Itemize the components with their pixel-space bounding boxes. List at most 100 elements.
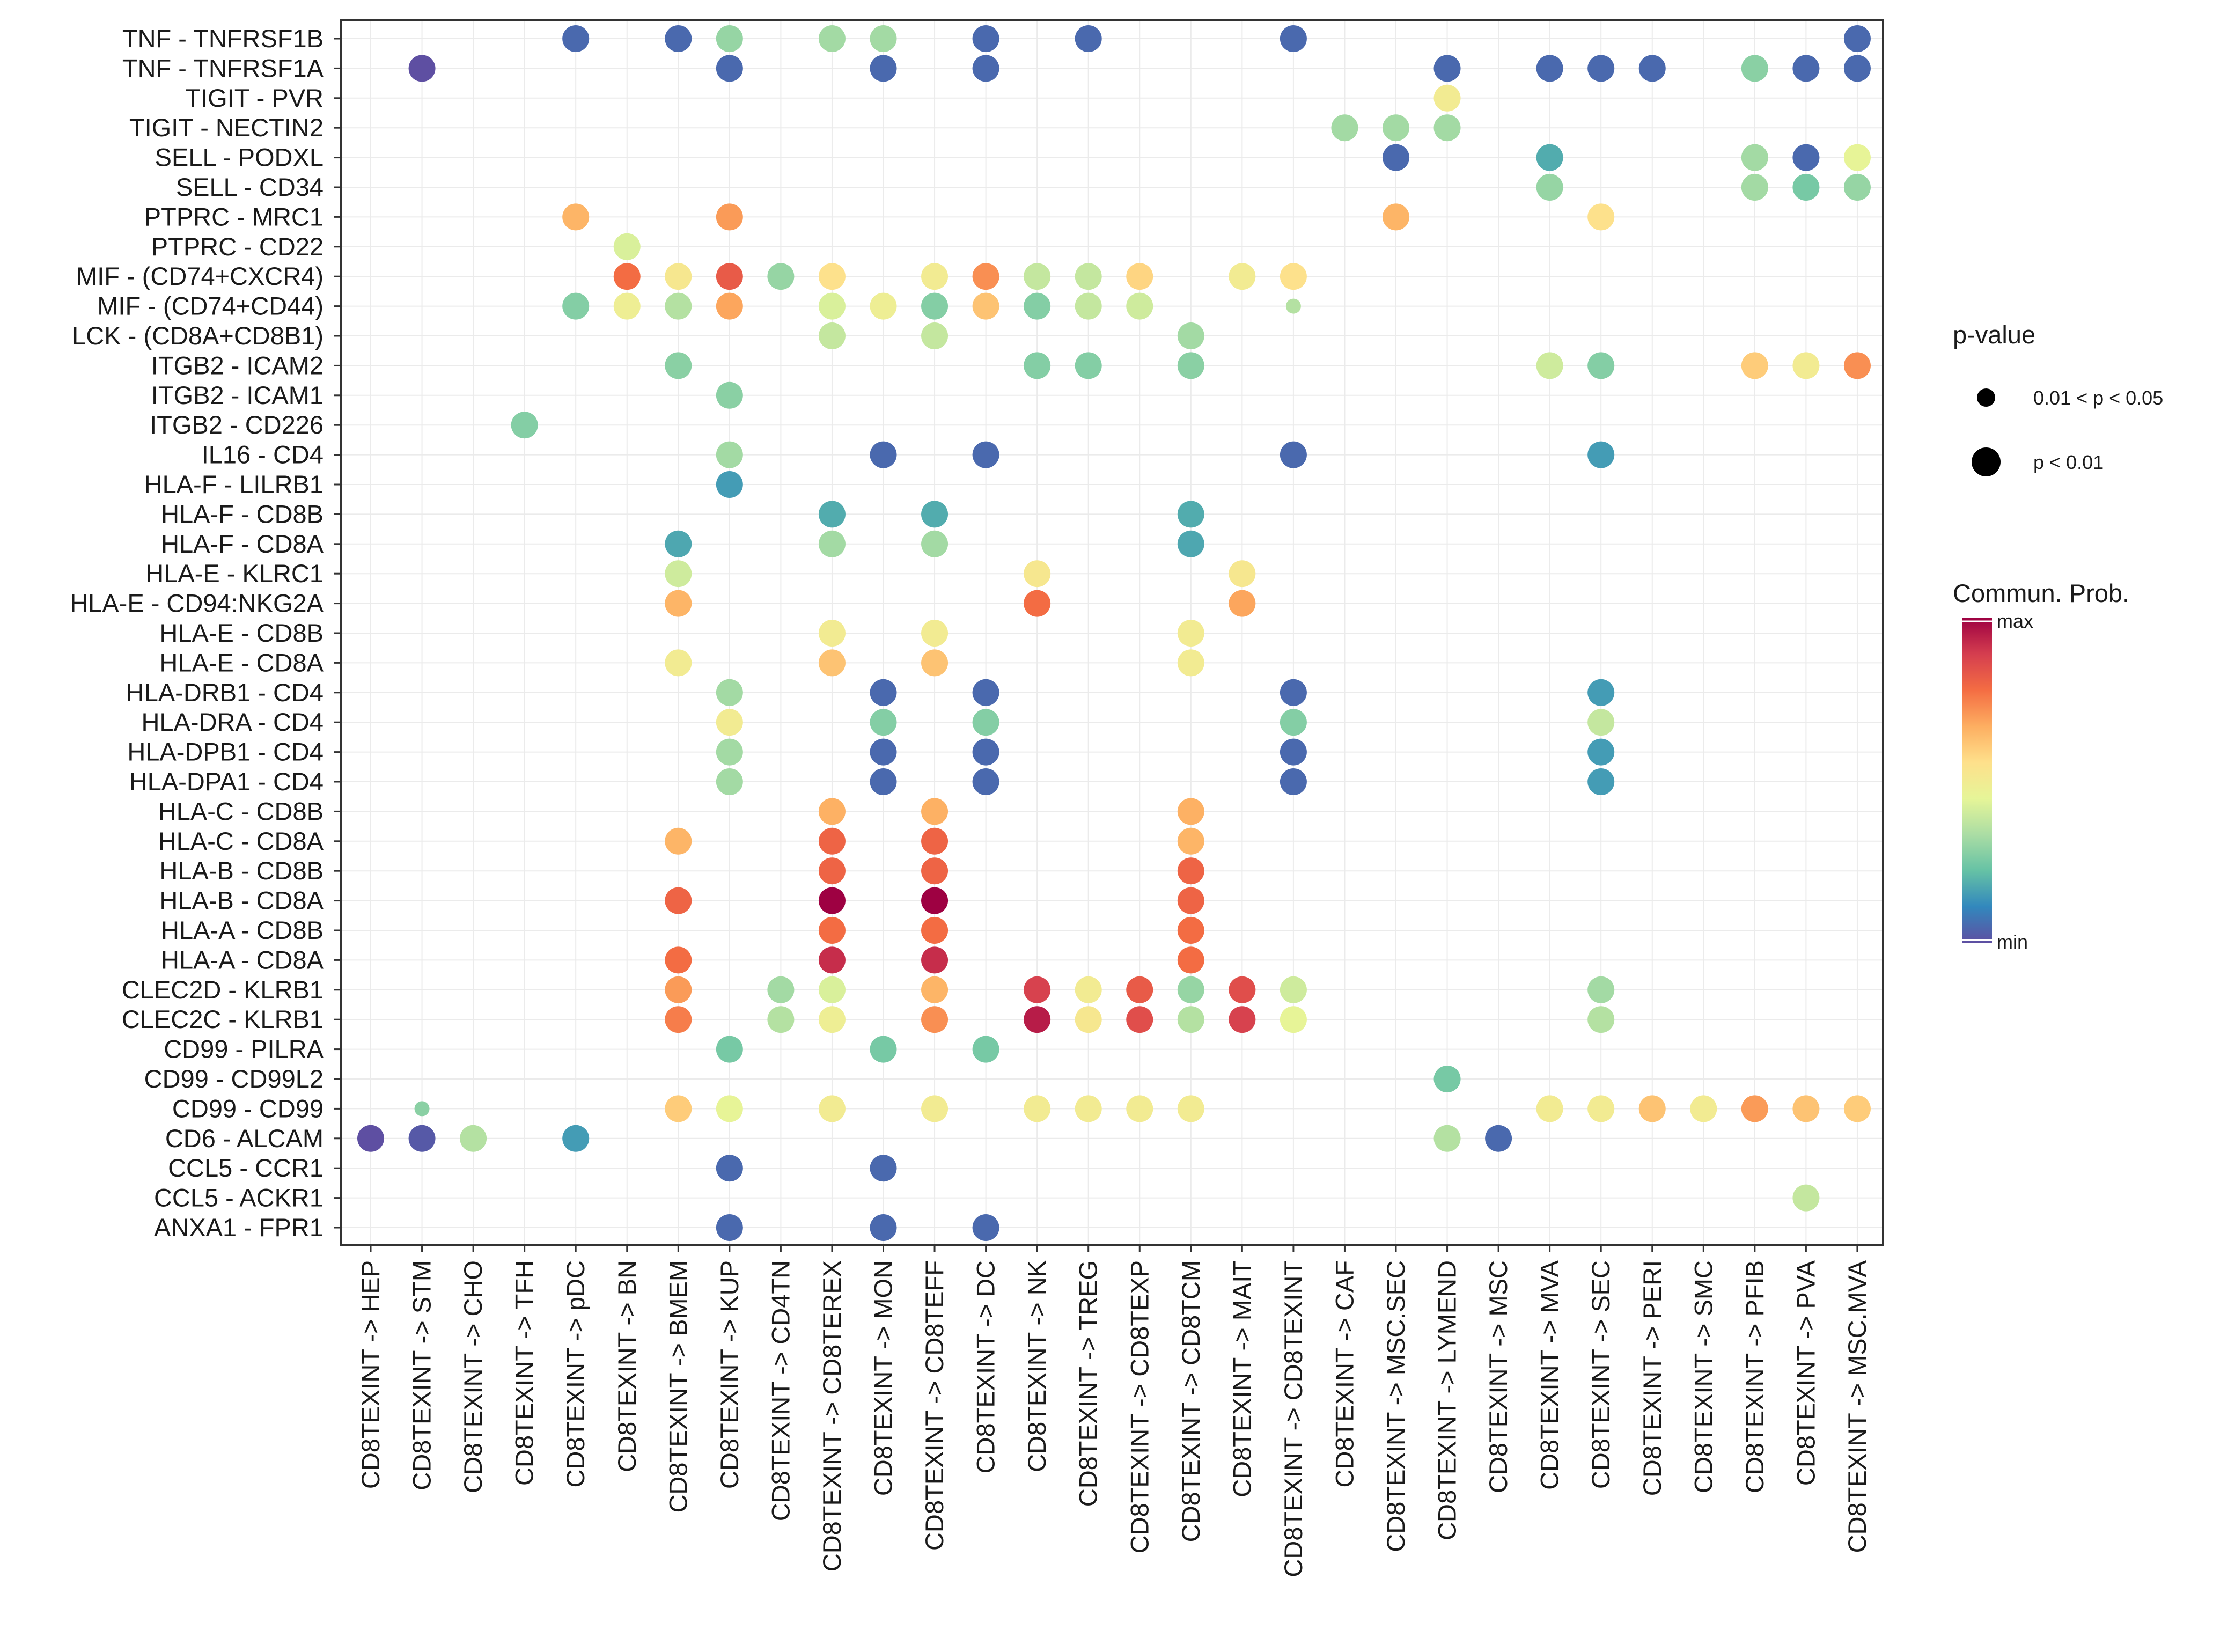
data-point	[870, 1036, 897, 1063]
data-point	[818, 946, 846, 974]
data-point	[921, 798, 949, 825]
x-tick-label: CD8TEXINT -> LYMEND	[1433, 1260, 1461, 1540]
data-point	[1024, 976, 1051, 1003]
data-point	[1280, 441, 1307, 468]
data-point	[1280, 1006, 1307, 1033]
data-point	[665, 590, 692, 617]
x-tick-label: CD8TEXINT -> CD8TEXINT	[1279, 1260, 1307, 1577]
data-point	[870, 709, 897, 736]
data-point	[921, 1095, 949, 1122]
data-point	[1024, 1095, 1051, 1122]
data-point	[1843, 25, 1871, 52]
data-point	[716, 292, 743, 320]
y-tick-label: HLA-A - CD8B	[161, 916, 324, 944]
data-point	[716, 25, 743, 52]
x-tick-label: CD8TEXINT -> MVA	[1535, 1260, 1564, 1490]
data-point	[716, 768, 743, 795]
data-point	[1024, 560, 1051, 588]
data-point	[972, 1036, 999, 1063]
y-tick-label: HLA-DRA - CD4	[141, 708, 324, 736]
data-point	[1433, 84, 1461, 112]
x-tick-label: CD8TEXINT -> MSC.SEC	[1381, 1260, 1410, 1552]
y-tick-label: TIGIT - NECTIN2	[129, 113, 324, 142]
x-tick-label: CD8TEXINT -> PVA	[1791, 1260, 1820, 1486]
data-point	[870, 25, 897, 52]
data-point	[716, 203, 743, 231]
x-tick-label: CD8TEXINT -> CHO	[459, 1260, 487, 1493]
commun-prob-legend-title: Commun. Prob.	[1953, 579, 2129, 607]
x-tick-label: CD8TEXINT -> MAIT	[1227, 1260, 1256, 1497]
data-point	[818, 1006, 846, 1033]
data-point	[1741, 144, 1768, 171]
y-tick-label: HLA-DRB1 - CD4	[126, 678, 324, 707]
data-point	[1843, 1095, 1871, 1122]
x-tick-label: CD8TEXINT -> STM	[408, 1260, 436, 1491]
y-tick-label: HLA-E - CD8A	[159, 648, 324, 677]
data-point	[1383, 203, 1409, 231]
data-point	[972, 738, 999, 766]
data-point	[1843, 55, 1871, 82]
data-point	[767, 1006, 795, 1033]
data-point	[1638, 55, 1666, 82]
data-point	[1280, 709, 1307, 736]
y-tick-label: HLA-E - KLRC1	[145, 559, 324, 588]
data-point	[1485, 1125, 1512, 1152]
data-point	[1126, 292, 1153, 320]
data-point	[972, 679, 999, 706]
x-tick-label: CD8TEXINT -> BMEM	[664, 1260, 692, 1513]
data-point	[1638, 1095, 1666, 1122]
data-point	[1587, 679, 1615, 706]
y-tick-label: TIGIT - PVR	[185, 84, 324, 112]
data-point	[921, 322, 949, 349]
y-tick-label: CD99 - PILRA	[164, 1035, 324, 1063]
data-point	[665, 887, 692, 914]
data-point	[1792, 1095, 1820, 1122]
x-tick-label: CD8TEXINT -> NK	[1023, 1260, 1051, 1472]
y-tick-label: ITGB2 - ICAM1	[151, 381, 324, 409]
data-point	[1229, 1006, 1256, 1033]
x-tick-label: CD8TEXINT -> PERI	[1638, 1260, 1666, 1496]
data-point	[1024, 263, 1051, 290]
x-axis: CD8TEXINT -> HEP CD8TEXINT -> STM CD8TEXIN…	[356, 1245, 1871, 1577]
x-tick-label: CD8TEXINT -> CD8TCM	[1177, 1260, 1205, 1542]
data-point	[1690, 1095, 1717, 1122]
x-tick-label: CD8TEXINT -> CD8TEREX	[818, 1260, 846, 1572]
commun-prob-legend: Commun. Prob. max min	[1953, 579, 2129, 953]
data-point	[818, 857, 846, 885]
colorbar-min-label: min	[1997, 931, 2028, 953]
data-point	[1383, 144, 1409, 171]
data-point	[921, 857, 949, 885]
data-point	[716, 1155, 743, 1182]
data-point	[460, 1125, 487, 1152]
data-point	[1536, 55, 1563, 82]
y-tick-label: HLA-DPB1 - CD4	[127, 738, 324, 766]
data-point	[1177, 352, 1204, 379]
data-point	[716, 738, 743, 766]
data-point	[1280, 25, 1307, 52]
data-point	[1177, 501, 1204, 528]
data-point	[870, 441, 897, 468]
data-point	[972, 441, 999, 468]
y-tick-label: CD6 - ALCAM	[165, 1124, 324, 1152]
data-point	[716, 1214, 743, 1241]
data-point	[818, 292, 846, 320]
data-point	[1587, 976, 1615, 1003]
data-point	[921, 887, 949, 914]
data-point	[613, 233, 641, 260]
x-tick-label: CD8TEXINT -> TFH	[510, 1260, 539, 1486]
data-point	[716, 55, 743, 82]
y-tick-label: CD99 - CD99L2	[144, 1064, 324, 1093]
x-tick-label: CD8TEXINT -> MON	[869, 1260, 898, 1496]
data-point	[1433, 1125, 1461, 1152]
x-tick-label: CD8TEXINT -> BN	[613, 1260, 641, 1472]
data-point	[1433, 114, 1461, 142]
data-point	[870, 738, 897, 766]
data-point	[818, 827, 846, 855]
data-point	[1792, 1184, 1820, 1212]
y-tick-label: CLEC2D - KLRB1	[122, 975, 324, 1004]
data-point	[921, 501, 949, 528]
data-point	[665, 292, 692, 320]
plot-panel-border	[340, 19, 1884, 1246]
p-value-legend-label-small: 0.01 < p < 0.05	[2033, 387, 2163, 409]
